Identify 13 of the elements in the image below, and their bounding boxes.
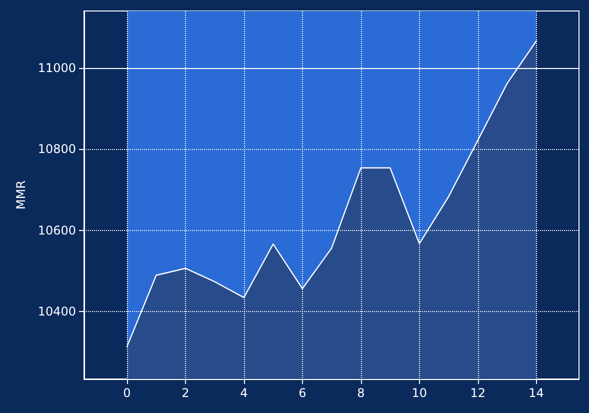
y-tick-label: 10600 [38, 223, 76, 238]
x-tick-label: 0 [123, 386, 131, 400]
x-tick-label: 4 [240, 386, 248, 400]
x-tick-label: 8 [357, 386, 365, 400]
y-tick-label: 10800 [38, 142, 76, 156]
x-tick-label: 12 [470, 386, 486, 400]
x-tick-label: 2 [182, 386, 190, 400]
x-tick-label: 6 [298, 386, 306, 400]
y-tick-label: 11000 [38, 61, 76, 76]
x-tick-label: 10 [412, 386, 427, 400]
y-axis-title: MMR [14, 180, 28, 210]
y-tick-label: 10400 [38, 304, 76, 318]
x-tick-label: 14 [528, 386, 544, 400]
